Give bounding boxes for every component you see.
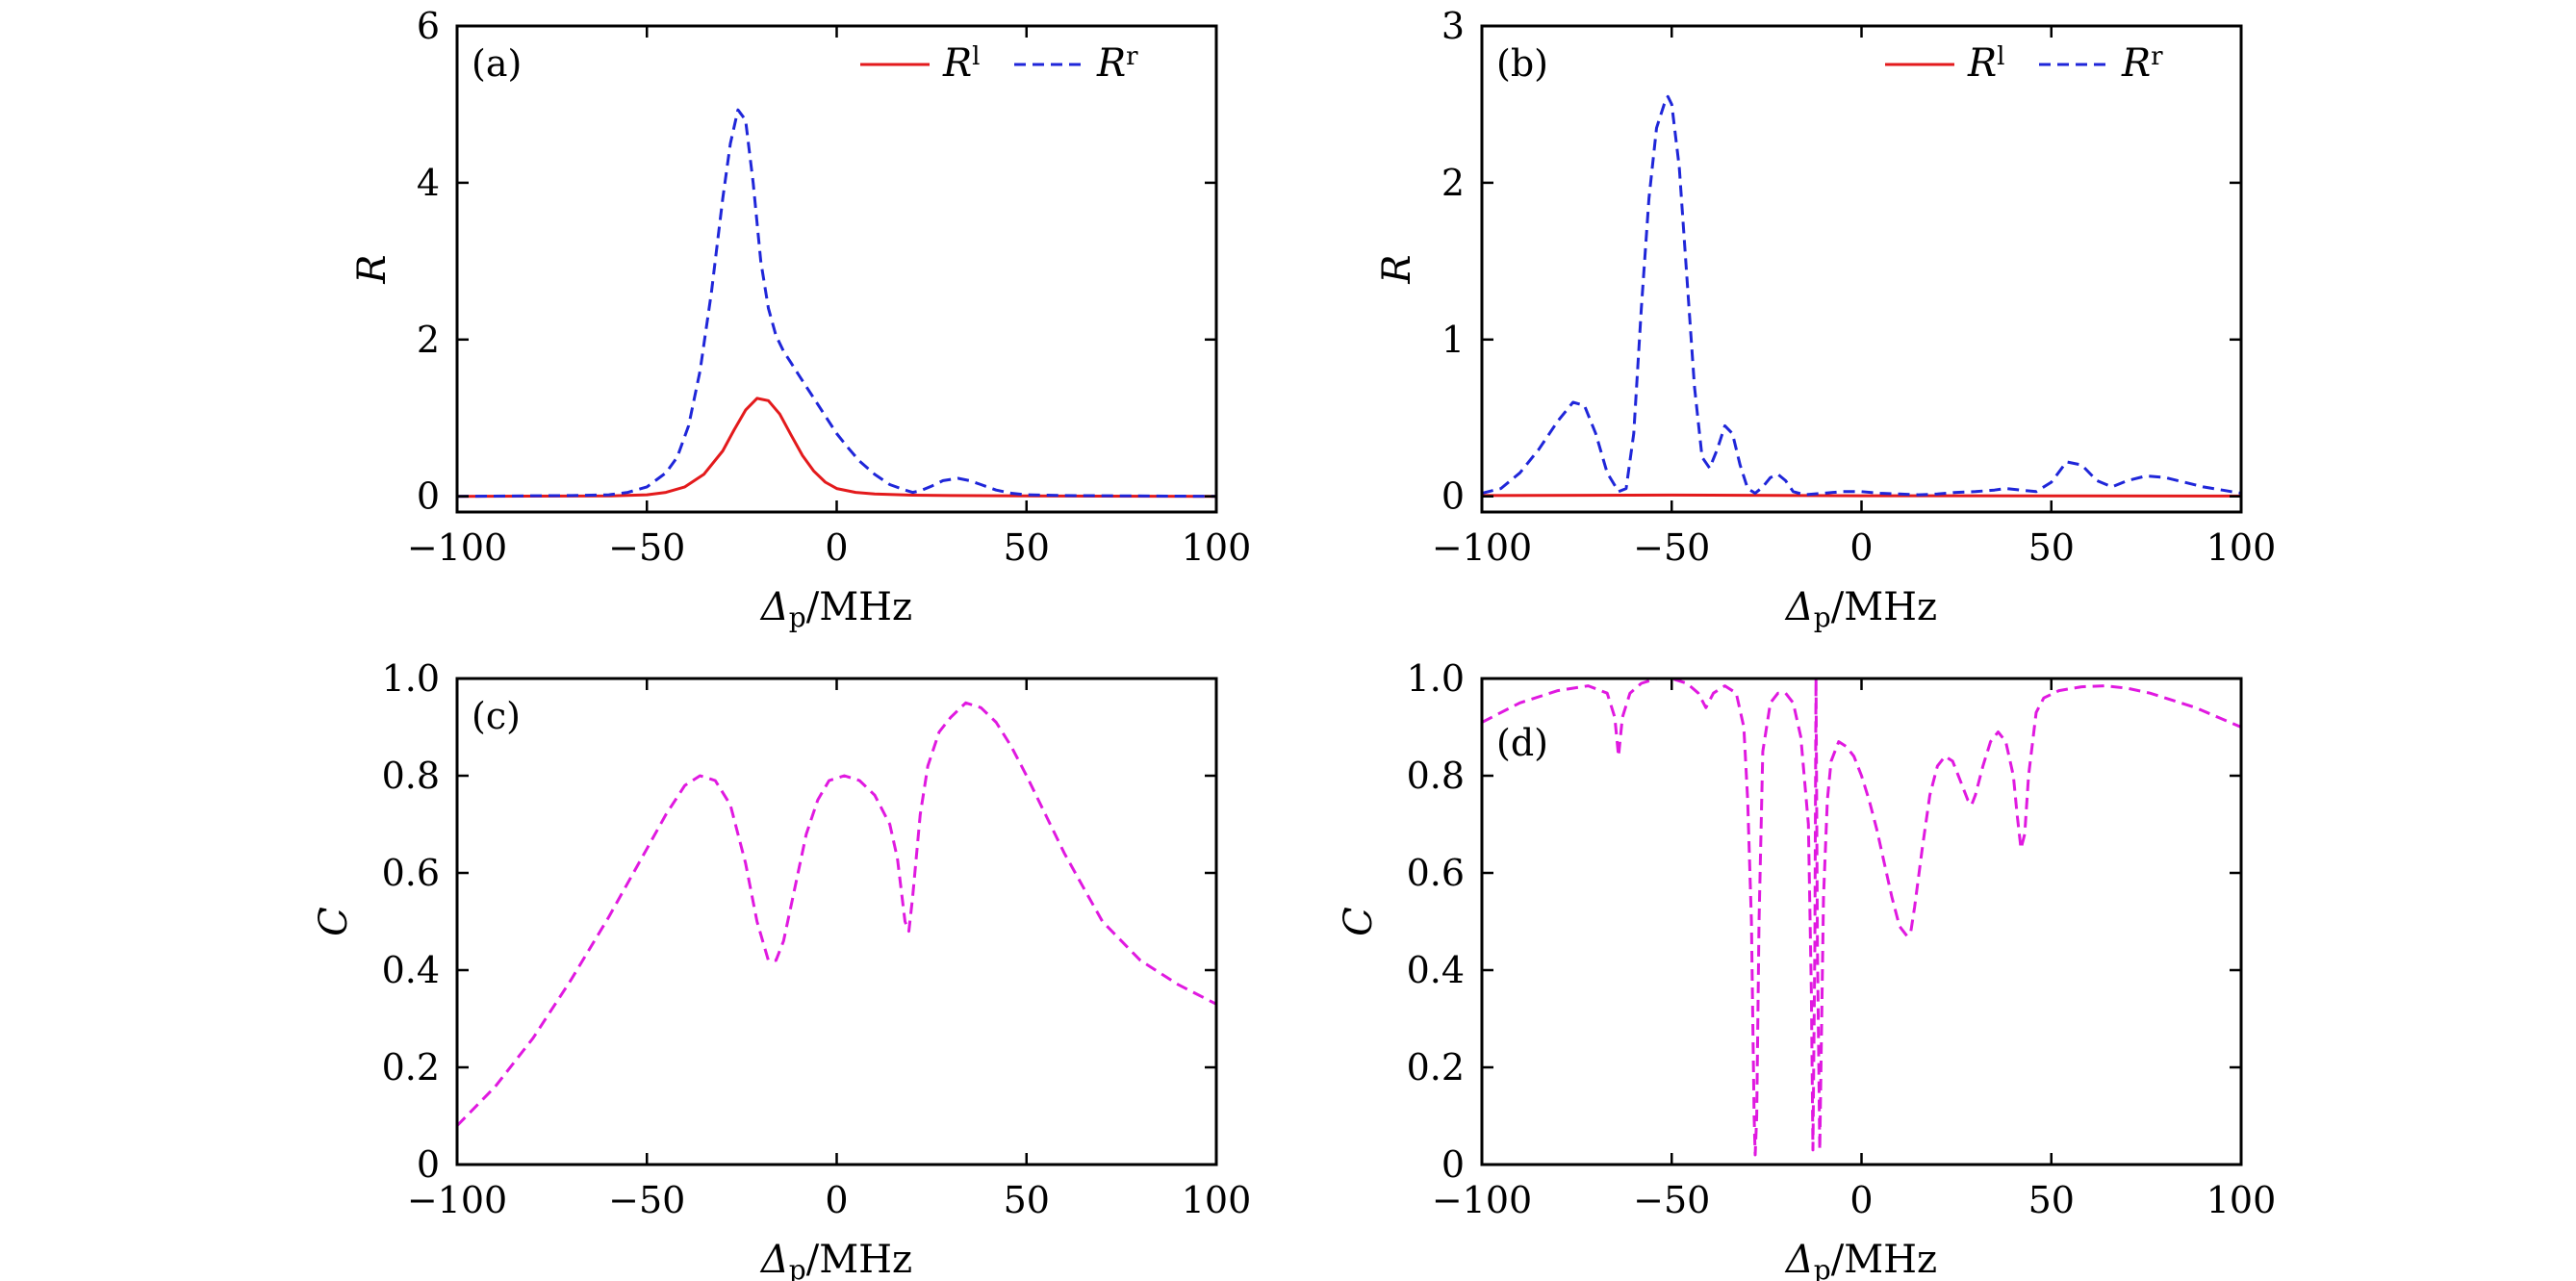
series-line-Rl <box>457 397 1216 499</box>
y-tick-label: 0.8 <box>382 755 440 797</box>
panel-d: −100 −50 0 50 100 0 0.2 0.4 0.6 0.8 1.0 Δp/MHz C (d) <box>1337 657 2276 1281</box>
y-axis-title: R <box>1375 254 1419 284</box>
legend-label-Rl: Rl <box>1967 41 2004 86</box>
x-tick-label: 0 <box>825 1179 848 1221</box>
y-tick-label: 0.6 <box>1407 852 1465 894</box>
x-tick-label: −50 <box>1633 1179 1710 1221</box>
x-tick-label: 50 <box>2028 1179 2075 1221</box>
y-axis-title: C <box>1337 907 1381 936</box>
x-tick-label: 0 <box>825 526 848 569</box>
y-tick-label: 1.0 <box>1407 657 1465 700</box>
y-tick-label: 4 <box>417 162 440 204</box>
x-tick-label: −50 <box>608 1179 685 1221</box>
y-tick-label: 1.0 <box>382 657 440 700</box>
x-tick-label: 0 <box>1849 1179 1873 1221</box>
y-tick-label: 0.4 <box>382 949 440 991</box>
x-tick-label: −50 <box>1633 526 1710 569</box>
legend-symbol: R <box>1967 41 1997 86</box>
x-axis-title-subscript: p <box>1814 1254 1831 1281</box>
y-tick-label: 1 <box>1441 319 1465 361</box>
x-axis-title-subscript: p <box>1814 602 1831 633</box>
x-axis-title: Δp/MHz <box>1784 585 1937 633</box>
x-tick-label: −100 <box>1432 1179 1532 1221</box>
series-line-C <box>1482 679 2241 1157</box>
panel-label: (c) <box>472 695 521 737</box>
y-tick-label: 0 <box>417 1143 440 1186</box>
panel-label: (a) <box>472 42 522 85</box>
y-tick-label: 6 <box>417 5 440 47</box>
panel-label: (d) <box>1496 722 1548 764</box>
legend: Rl Rr <box>1885 41 2163 86</box>
x-tick-label: 0 <box>1849 526 1873 569</box>
series-line-Rr <box>1482 94 2241 497</box>
legend-superscript: r <box>1126 42 1138 71</box>
legend: Rl Rr <box>860 41 1138 86</box>
y-tick-label: 0 <box>417 475 440 518</box>
x-tick-label: −100 <box>407 1179 507 1221</box>
legend-symbol: R <box>1096 41 1126 86</box>
x-axis-title-symbol: Δ <box>1784 1238 1814 1281</box>
y-tick-label: 3 <box>1441 5 1465 47</box>
y-tick-label: 0.2 <box>382 1046 440 1089</box>
x-tick-label: −100 <box>407 526 507 569</box>
x-axis-title-symbol: Δ <box>759 585 789 629</box>
x-axis-title-subscript: p <box>789 1254 806 1281</box>
series-line-C <box>457 701 1216 1127</box>
legend-superscript: l <box>1997 42 2004 71</box>
plot-frame <box>455 677 1218 1166</box>
legend-superscript: r <box>2151 42 2163 71</box>
x-axis-title-symbol: Δ <box>759 1238 789 1281</box>
panel-c: −100 −50 0 50 100 0 0.2 0.4 0.6 0.8 1.0 Δp/MHz C (c) <box>312 657 1251 1281</box>
y-tick-label: 0.4 <box>1407 949 1465 991</box>
y-tick-label: 0.8 <box>1407 755 1465 797</box>
x-tick-label: 50 <box>1004 1179 1050 1221</box>
y-tick-label: 0.6 <box>382 852 440 894</box>
legend-symbol: R <box>942 41 972 86</box>
y-tick-label: 2 <box>417 319 440 361</box>
x-axis-title-symbol: Δ <box>1784 585 1814 629</box>
legend-label-Rr: Rr <box>1096 41 1138 86</box>
series-line-Rr <box>457 108 1216 499</box>
panel-label: (b) <box>1496 42 1548 85</box>
plot-frame <box>1480 677 2243 1166</box>
x-axis-title-unit: /MHz <box>806 1238 912 1281</box>
y-axis-title: C <box>312 907 356 936</box>
legend-label-Rl: Rl <box>942 41 980 86</box>
y-tick-label: 0.2 <box>1407 1046 1465 1089</box>
x-axis-title: Δp/MHz <box>759 1238 912 1281</box>
x-tick-label: 100 <box>1182 526 1252 569</box>
x-tick-label: 50 <box>1004 526 1050 569</box>
plot-frame <box>455 24 1218 514</box>
legend-superscript: l <box>972 42 980 71</box>
x-axis-title-subscript: p <box>789 602 806 633</box>
x-axis-title-unit: /MHz <box>806 585 912 629</box>
y-tick-label: 2 <box>1441 162 1465 204</box>
x-axis-title-unit: /MHz <box>1831 585 1937 629</box>
x-axis-title: Δp/MHz <box>759 585 912 633</box>
x-axis-title-unit: /MHz <box>1831 1238 1937 1281</box>
legend-label-Rr: Rr <box>2121 41 2163 86</box>
x-tick-label: 100 <box>2206 1179 2277 1221</box>
legend-symbol: R <box>2121 41 2151 86</box>
plot-frame <box>1480 24 2243 514</box>
series-line-Rl <box>1482 493 2241 498</box>
x-tick-label: 50 <box>2028 526 2075 569</box>
x-tick-label: −50 <box>608 526 685 569</box>
x-tick-label: 100 <box>1182 1179 1252 1221</box>
y-tick-label: 0 <box>1441 1143 1465 1186</box>
y-axis-title: R <box>350 254 395 284</box>
x-tick-label: −100 <box>1432 526 1532 569</box>
y-tick-label: 0 <box>1441 475 1465 518</box>
x-axis-title: Δp/MHz <box>1784 1238 1937 1281</box>
x-tick-label: 100 <box>2206 526 2277 569</box>
